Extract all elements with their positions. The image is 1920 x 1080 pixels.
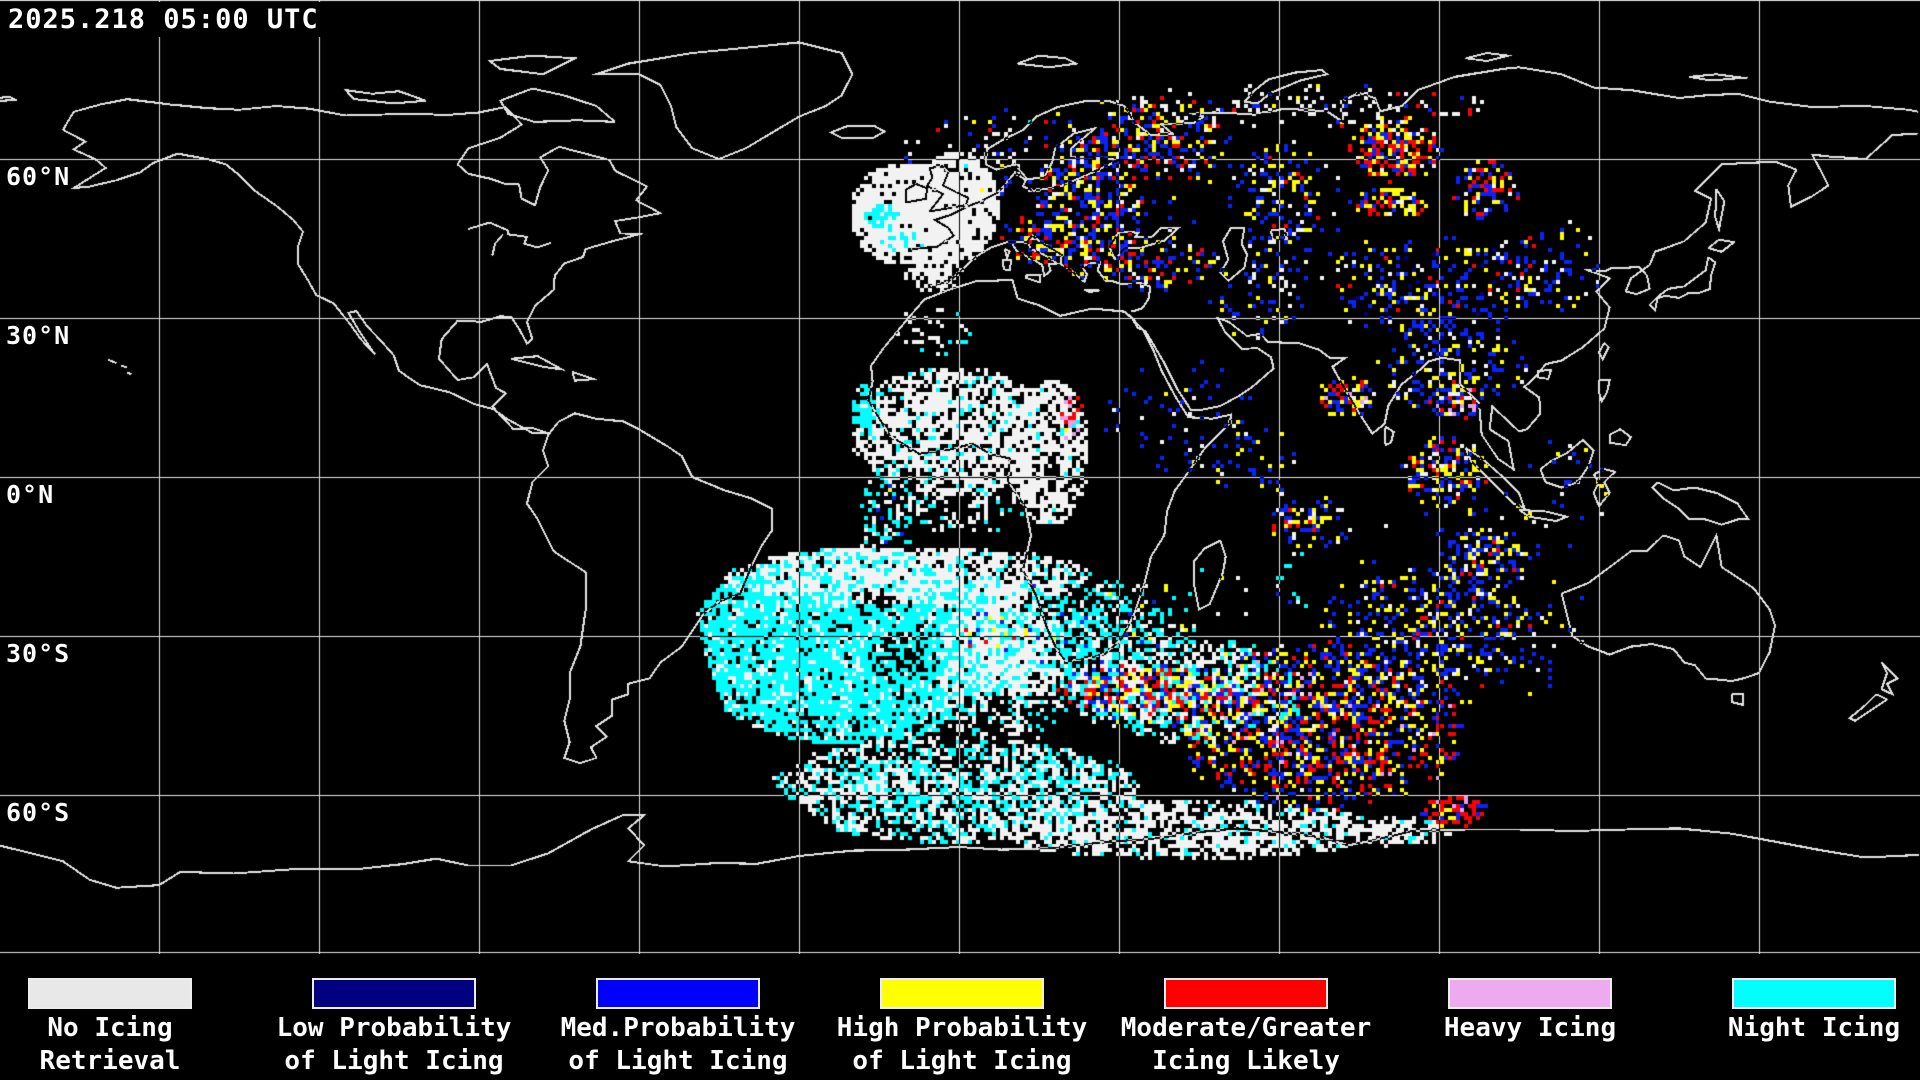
timestamp-label: 2025.218 05:00 UTC xyxy=(6,2,333,37)
legend-item-moderate-greater-icing: Moderate/Greater Icing Likely xyxy=(1111,954,1381,1078)
legend-swatch-low-prob-light-icing xyxy=(312,978,476,1009)
legend-label-low-prob-light-icing: Low Probability of Light Icing xyxy=(276,1013,512,1076)
world-icing-map-canvas xyxy=(0,0,1920,954)
legend-bar: No Icing Retrieval Low Probability of Lig… xyxy=(0,954,1920,1080)
legend-label-no-icing-retrieval: No Icing Retrieval xyxy=(39,1013,181,1076)
lat-label-3: 30°S xyxy=(6,639,71,668)
legend-swatch-high-prob-light-icing xyxy=(880,978,1044,1009)
lat-label-1: 30°N xyxy=(6,321,71,350)
legend-label-high-prob-light-icing: High Probability of Light Icing xyxy=(836,1013,1088,1076)
legend-item-heavy-icing: Heavy Icing xyxy=(1395,954,1665,1045)
lat-label-4: 60°S xyxy=(6,798,71,827)
lat-label-0: 60°N xyxy=(6,162,71,191)
legend-swatch-heavy-icing xyxy=(1448,978,1612,1009)
legend-swatch-night-icing xyxy=(1732,978,1896,1009)
legend-swatch-med-prob-light-icing xyxy=(596,978,760,1009)
legend-label-med-prob-light-icing: Med.Probability of Light Icing xyxy=(560,1013,796,1076)
legend-item-med-prob-light-icing: Med.Probability of Light Icing xyxy=(543,954,813,1078)
lat-label-2: 0°N xyxy=(6,480,55,509)
legend-label-moderate-greater-icing: Moderate/Greater Icing Likely xyxy=(1120,1013,1372,1076)
legend-label-night-icing: Night Icing xyxy=(1727,1013,1901,1043)
legend-label-heavy-icing: Heavy Icing xyxy=(1443,1013,1617,1043)
legend-item-night-icing: Night Icing xyxy=(1679,954,1920,1045)
legend-item-no-icing-retrieval: No Icing Retrieval xyxy=(0,954,245,1078)
legend-item-high-prob-light-icing: High Probability of Light Icing xyxy=(827,954,1097,1078)
legend-item-low-prob-light-icing: Low Probability of Light Icing xyxy=(259,954,529,1078)
legend-swatch-moderate-greater-icing xyxy=(1164,978,1328,1009)
legend-swatch-no-icing-retrieval xyxy=(28,978,192,1009)
